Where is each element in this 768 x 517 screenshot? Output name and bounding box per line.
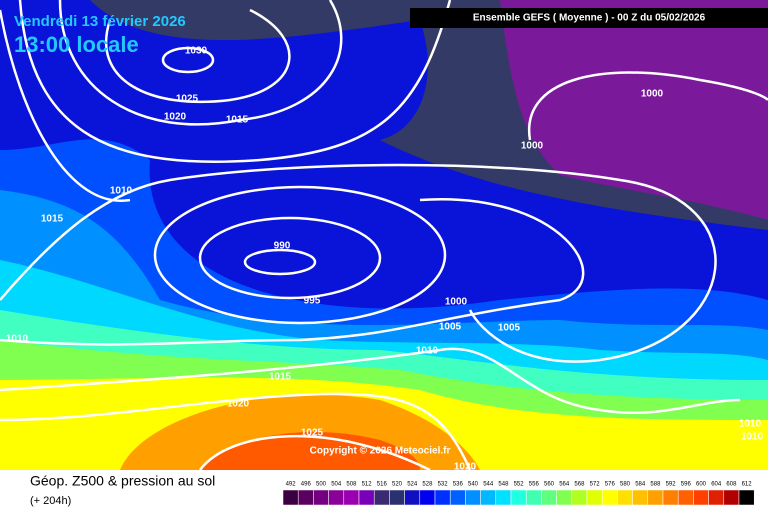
isobar-label: 1010 [739, 419, 762, 430]
caption-lead: (+ 204h) [30, 495, 71, 507]
legend-swatch [343, 489, 360, 506]
isobar-label: 1000 [445, 297, 468, 308]
legend-swatch [510, 489, 527, 506]
legend-label: 520 [392, 482, 403, 488]
legend-label: 584 [635, 482, 646, 488]
legend-swatch [601, 489, 618, 506]
isobar-label: 1010 [416, 346, 439, 357]
isobars [0, 0, 768, 472]
legend-swatch [282, 489, 299, 506]
legend-label: 572 [590, 482, 601, 488]
legend-label: 516 [377, 482, 388, 488]
legend-label: 500 [316, 482, 327, 488]
field [0, 0, 768, 470]
legend-swatch [677, 489, 694, 506]
legend-swatch [373, 489, 390, 506]
caption-title: Géop. Z500 & pression au sol [30, 473, 215, 489]
date: Vendredi 13 février 2026 [14, 13, 186, 30]
isobar-label: 1005 [498, 323, 521, 334]
legend-label: 560 [544, 482, 555, 488]
legend-swatch [328, 489, 345, 506]
legend-label: 604 [711, 482, 722, 488]
legend-swatch [297, 489, 314, 506]
legend-label: 568 [574, 482, 585, 488]
copyright: Copyright © 2026 Meteociel.fr [310, 446, 451, 457]
legend-swatch [738, 489, 755, 506]
legend-swatch [358, 489, 375, 506]
legend-label: 532 [438, 482, 449, 488]
legend-swatch [525, 489, 542, 506]
legend-swatch [313, 489, 329, 506]
legend-label: 596 [681, 482, 692, 488]
legend-label: 548 [498, 482, 509, 488]
legend-label: 512 [362, 482, 373, 488]
isobar-label: 1025 [301, 428, 324, 439]
legend-swatch [708, 489, 725, 506]
legend-label: 608 [726, 482, 737, 488]
isobar-label: 1030 [185, 46, 208, 57]
legend-label: 552 [514, 482, 525, 488]
legend-swatch [465, 489, 481, 506]
legend-label: 528 [422, 482, 433, 488]
isobar-label: 1015 [226, 115, 249, 126]
isobar-label: 1015 [269, 372, 292, 383]
legend-swatch [480, 489, 497, 506]
legend-label: 544 [483, 482, 494, 488]
legend-swatch [662, 489, 679, 506]
isobar-label: 1020 [454, 462, 477, 473]
legend-label: 600 [696, 482, 707, 488]
isobar-label: 1020 [227, 399, 250, 410]
legend-swatch [419, 489, 436, 506]
legend-swatch [404, 489, 421, 506]
isobar-label: 1010 [741, 432, 764, 443]
legend-label: 496 [301, 482, 312, 488]
time: 13:00 locale [14, 32, 139, 57]
legend-label: 504 [331, 482, 342, 488]
legend-swatch [723, 489, 740, 506]
legend-swatch [495, 489, 512, 506]
legend-label: 564 [559, 482, 570, 488]
legend-swatch [617, 489, 633, 506]
legend-label: 524 [407, 482, 418, 488]
legend-swatch [693, 489, 709, 506]
legend-label: 536 [453, 482, 464, 488]
isobar-label: 1025 [176, 94, 199, 105]
legend-swatch [541, 489, 557, 506]
legend-swatch [449, 489, 466, 506]
isobar-label: 1010 [110, 186, 133, 197]
legend-label: 492 [286, 482, 297, 488]
isobar-label: 1000 [521, 141, 544, 152]
legend-swatch [389, 489, 405, 506]
isobar-label: 1005 [439, 322, 462, 333]
legend-swatch [556, 489, 573, 506]
model-box [410, 8, 768, 28]
legend-label: 540 [468, 482, 479, 488]
isobar-labels: 1030 1025 1020 1015 1010 1015 1010 990 9… [6, 46, 764, 473]
legend-label: 576 [605, 482, 616, 488]
isobar-label: 1000 [641, 89, 664, 100]
isobar-label: 990 [274, 241, 291, 252]
legend-swatch [571, 489, 588, 506]
legend-label: 588 [650, 482, 661, 488]
legend-label: 612 [742, 482, 753, 488]
isobar-label: 1020 [164, 112, 187, 123]
legend-swatch [586, 489, 603, 506]
legend: 492 496 500 504 508 512 516 520 524 528 532 536 540 5… [282, 482, 755, 506]
legend-swatch [647, 489, 664, 506]
legend-label: 556 [529, 482, 540, 488]
legend-swatch [434, 489, 451, 506]
legend-label: 592 [666, 482, 677, 488]
legend-label: 580 [620, 482, 631, 488]
isobar-label: 995 [304, 296, 321, 307]
legend-swatch [632, 489, 649, 506]
model-info: Ensemble GEFS ( Moyenne ) - 00 Z du 05/0… [473, 13, 706, 24]
isobar-label: 1015 [41, 214, 64, 225]
isobar-label: 1010 [6, 334, 29, 345]
legend-label: 508 [346, 482, 357, 488]
